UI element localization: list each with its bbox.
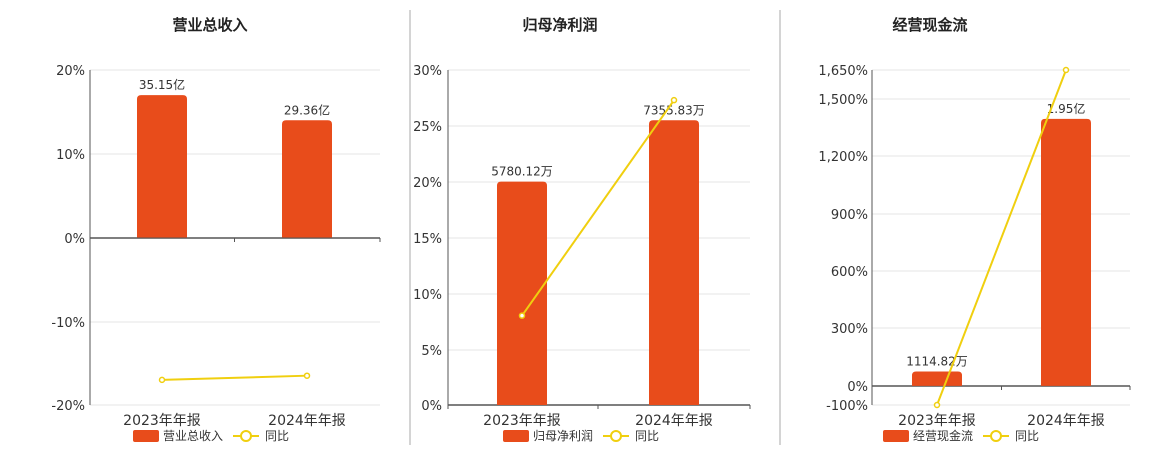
yoy-point [303,372,311,379]
x-tick-label: 2023年年报 [123,413,201,429]
y-tick-label: 10% [413,288,442,303]
legend-label: 同比 [265,429,289,443]
chart-title-cashflow: 经营现金流 [892,16,968,34]
y-tick-label: 20% [56,64,85,79]
legend-line-marker [240,430,252,442]
bar-net-profit [649,120,699,405]
yoy-point [933,401,941,409]
y-tick-label: 10% [56,148,85,163]
x-tick-label: 2024年年报 [1027,413,1105,429]
chart-title-revenue: 营业总收入 [172,16,248,34]
yoy-line [521,99,675,317]
y-tick-label: -10% [51,316,85,331]
yoy-line [936,69,1067,406]
y-tick-label: 0% [64,232,85,247]
x-tick-label: 2024年年报 [635,413,713,429]
y-tick-label: 15% [413,232,442,247]
data-label: 35.15亿 [139,77,185,92]
bar-cashflow [1041,118,1091,386]
yoy-line [161,374,308,381]
legend-bar-swatch [883,430,909,442]
y-tick-label: 0% [421,399,442,414]
data-label: 29.36亿 [284,102,330,117]
legend-label: 同比 [1015,429,1039,443]
legend-label: 同比 [635,429,659,443]
bar-revenue [137,95,187,238]
yoy-point [158,376,166,384]
y-tick-label: 900% [831,208,868,223]
legend-label: 经营现金流 [913,428,973,443]
y-tick-label: 20% [413,176,442,191]
legend-bar-swatch [133,430,159,442]
x-tick-label: 2024年年报 [268,413,346,429]
legend-line-marker [990,430,1002,442]
y-tick-label: 5% [421,344,442,359]
y-tick-label: 1,650% [818,64,868,79]
y-tick-label: 1,200% [818,150,868,165]
y-tick-label: 1,500% [818,93,868,108]
y-tick-label: -100% [826,399,868,414]
y-tick-label: 30% [413,64,442,79]
data-label: 7355.83万 [643,103,705,117]
chart-title-net-profit: 归母净利润 [522,16,598,34]
bar-net-profit [497,181,547,405]
yoy-point [1062,66,1070,74]
x-tick-label: 2023年年报 [483,413,561,429]
data-label: 1.95亿 [1047,101,1086,116]
bar-cashflow [912,371,962,386]
legend-label: 营业总收入 [163,429,223,443]
yoy-point [518,312,526,319]
y-tick-label: -20% [51,399,85,414]
y-tick-label: 0% [847,380,868,395]
y-tick-label: 300% [831,322,868,337]
yoy-point [670,96,678,104]
x-tick-label: 2023年年报 [898,413,976,429]
legend-bar-swatch [503,430,529,442]
y-tick-label: 600% [831,265,868,280]
data-label: 5780.12万 [491,165,553,179]
legend-label: 归母净利润 [533,429,593,443]
data-label: 1114.82万 [906,355,968,369]
y-tick-label: 25% [413,120,442,135]
bar-revenue [282,120,332,238]
legend-line-marker [610,430,622,442]
